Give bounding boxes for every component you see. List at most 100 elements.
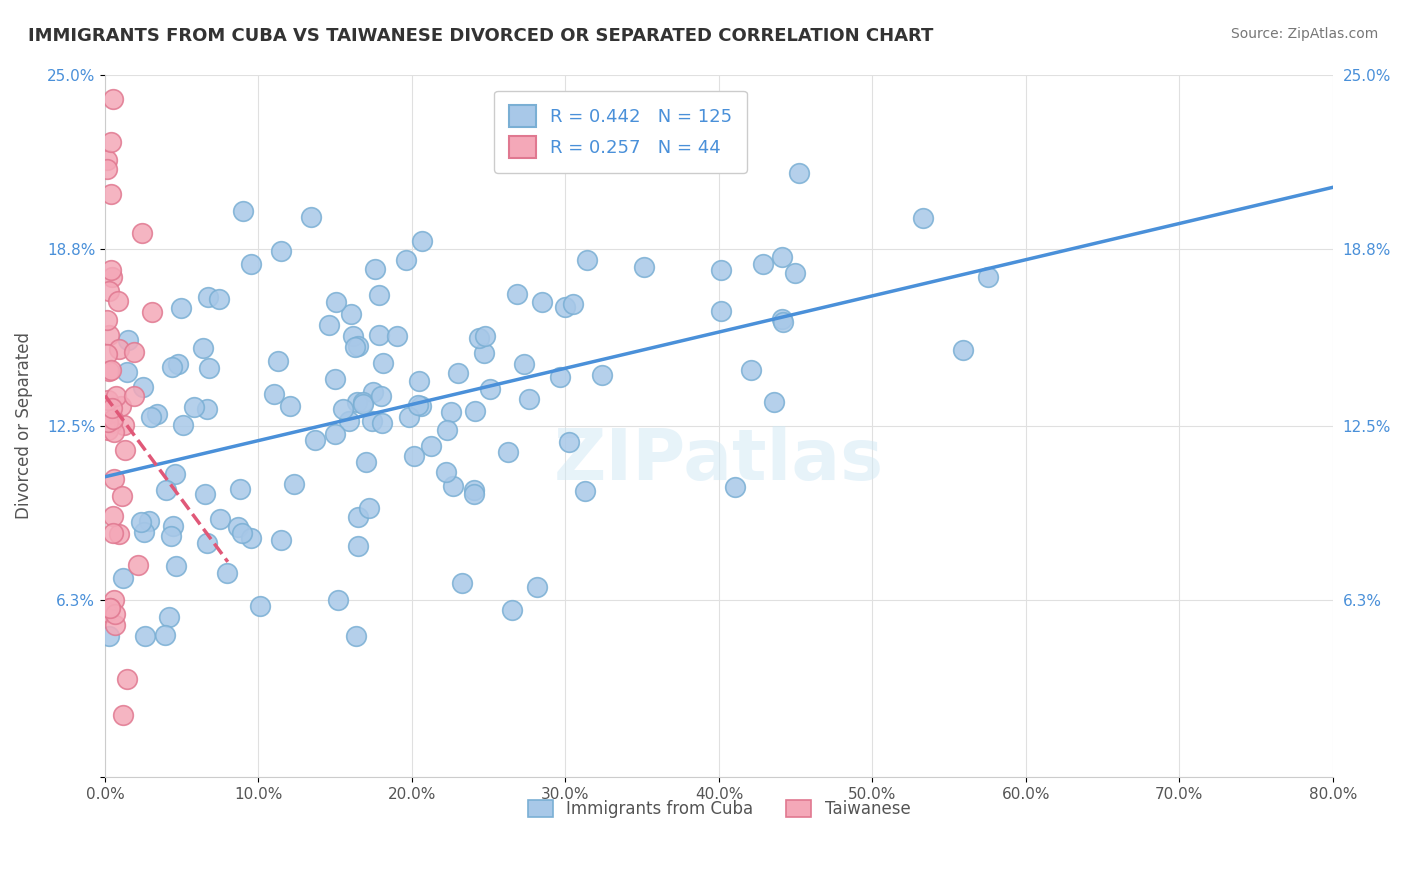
Point: [752, 257, 775, 271]
Point: [270, 533, 292, 547]
Y-axis label: Divorced or Separated: Divorced or Separated: [15, 332, 32, 519]
Point: [770, 311, 793, 326]
Point: [112, 418, 135, 433]
Point: [548, 370, 571, 384]
Point: [163, 467, 186, 481]
Point: [468, 331, 491, 345]
Point: [100, 135, 122, 149]
Point: [98, 601, 121, 615]
Point: [134, 629, 156, 643]
Point: [97, 393, 120, 408]
Point: [160, 359, 183, 374]
Point: [101, 416, 124, 430]
Point: [463, 486, 485, 500]
Point: [98, 601, 121, 615]
Legend: Immigrants from Cuba, Taiwanese: Immigrants from Cuba, Taiwanese: [520, 793, 917, 825]
Point: [451, 576, 474, 591]
Point: [357, 501, 380, 516]
Point: [267, 354, 290, 368]
Point: [108, 343, 131, 357]
Point: [952, 343, 974, 357]
Point: [278, 399, 301, 413]
Point: [139, 409, 162, 424]
Point: [710, 263, 733, 277]
Point: [496, 445, 519, 459]
Point: [344, 340, 367, 354]
Point: [194, 486, 217, 500]
Point: [165, 559, 187, 574]
Point: [98, 629, 121, 643]
Point: [111, 708, 134, 723]
Point: [371, 356, 394, 370]
Point: [114, 442, 136, 457]
Point: [229, 482, 252, 496]
Point: [591, 368, 613, 382]
Point: [395, 252, 418, 267]
Point: [145, 407, 167, 421]
Point: [574, 483, 596, 498]
Point: [440, 405, 463, 419]
Point: [411, 399, 433, 413]
Point: [208, 292, 231, 306]
Point: [344, 629, 367, 643]
Point: [110, 400, 132, 414]
Point: [554, 300, 576, 314]
Point: [352, 397, 374, 411]
Point: [512, 357, 534, 371]
Point: [501, 603, 523, 617]
Point: [101, 509, 124, 524]
Point: [371, 417, 394, 431]
Text: IMMIGRANTS FROM CUBA VS TAIWANESE DIVORCED OR SEPARATED CORRELATION CHART: IMMIGRANTS FROM CUBA VS TAIWANESE DIVORC…: [28, 27, 934, 45]
Point: [340, 307, 363, 321]
Point: [96, 161, 118, 176]
Point: [283, 476, 305, 491]
Point: [724, 480, 747, 494]
Point: [977, 269, 1000, 284]
Point: [361, 414, 384, 428]
Point: [299, 210, 322, 224]
Point: [111, 489, 134, 503]
Point: [217, 566, 239, 580]
Point: [97, 423, 120, 437]
Point: [197, 290, 219, 304]
Text: ZIPatlas: ZIPatlas: [554, 426, 884, 495]
Point: [408, 375, 430, 389]
Point: [770, 250, 793, 264]
Point: [141, 304, 163, 318]
Point: [183, 401, 205, 415]
Point: [446, 366, 468, 380]
Point: [160, 529, 183, 543]
Point: [100, 363, 122, 377]
Point: [127, 558, 149, 572]
Point: [100, 187, 122, 202]
Point: [772, 315, 794, 329]
Point: [633, 260, 655, 274]
Point: [517, 392, 540, 406]
Point: [710, 304, 733, 318]
Point: [326, 593, 349, 607]
Point: [105, 388, 128, 402]
Point: [117, 333, 139, 347]
Point: [100, 263, 122, 277]
Point: [789, 166, 811, 180]
Point: [304, 433, 326, 447]
Point: [101, 270, 124, 285]
Point: [249, 599, 271, 613]
Point: [352, 394, 374, 409]
Point: [98, 364, 121, 378]
Point: [557, 435, 579, 450]
Point: [263, 387, 285, 401]
Point: [347, 509, 370, 524]
Point: [575, 252, 598, 267]
Point: [104, 607, 127, 621]
Point: [763, 395, 786, 409]
Point: [342, 329, 364, 343]
Point: [97, 328, 120, 343]
Point: [226, 520, 249, 534]
Point: [166, 357, 188, 371]
Point: [346, 539, 368, 553]
Point: [231, 525, 253, 540]
Point: [129, 515, 152, 529]
Point: [124, 344, 146, 359]
Point: [411, 234, 433, 248]
